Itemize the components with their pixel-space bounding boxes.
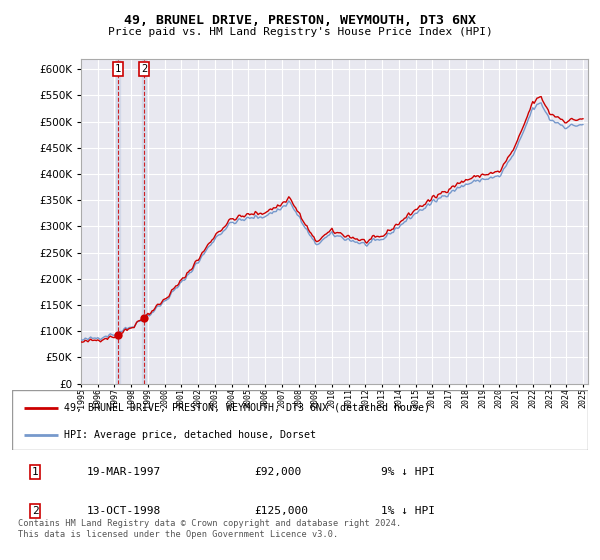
Text: 9% ↓ HPI: 9% ↓ HPI: [380, 467, 434, 477]
Text: 1: 1: [32, 467, 38, 477]
Text: 2: 2: [32, 506, 38, 516]
Text: HPI: Average price, detached house, Dorset: HPI: Average price, detached house, Dors…: [64, 430, 316, 440]
Text: £125,000: £125,000: [254, 506, 308, 516]
Text: 49, BRUNEL DRIVE, PRESTON, WEYMOUTH, DT3 6NX (detached house): 49, BRUNEL DRIVE, PRESTON, WEYMOUTH, DT3…: [64, 403, 430, 413]
Text: Contains HM Land Registry data © Crown copyright and database right 2024.
This d: Contains HM Land Registry data © Crown c…: [18, 519, 401, 539]
Text: 49, BRUNEL DRIVE, PRESTON, WEYMOUTH, DT3 6NX: 49, BRUNEL DRIVE, PRESTON, WEYMOUTH, DT3…: [124, 14, 476, 27]
Bar: [116, 59, 120, 384]
Bar: [142, 59, 146, 384]
Text: 1% ↓ HPI: 1% ↓ HPI: [380, 506, 434, 516]
Text: 19-MAR-1997: 19-MAR-1997: [87, 467, 161, 477]
Text: 13-OCT-1998: 13-OCT-1998: [87, 506, 161, 516]
Text: £92,000: £92,000: [254, 467, 301, 477]
Text: 1: 1: [115, 64, 121, 74]
Text: Price paid vs. HM Land Registry's House Price Index (HPI): Price paid vs. HM Land Registry's House …: [107, 27, 493, 37]
Text: 2: 2: [141, 64, 148, 74]
